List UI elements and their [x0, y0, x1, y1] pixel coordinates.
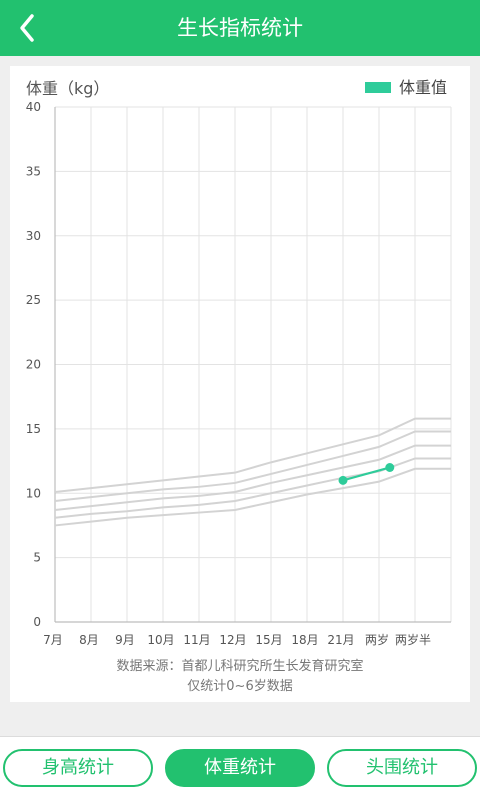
reference-curve — [54, 444, 451, 511]
x-tick-label: 8月 — [79, 633, 99, 647]
x-tick-label: 9月 — [115, 633, 135, 647]
reference-curve — [54, 467, 451, 527]
x-tick-label: 7月 — [43, 633, 63, 647]
x-tick-label: 21月 — [327, 633, 354, 647]
y-tick-label: 5 — [33, 551, 41, 565]
x-tick-label: 两岁 — [365, 632, 389, 647]
bottom-tab-bar: 身高统计 体重统计 头围统计 — [0, 737, 480, 800]
reference-curve — [54, 430, 451, 502]
y-tick-label: 0 — [33, 615, 41, 629]
back-button[interactable] — [10, 8, 50, 48]
x-tick-label: 两岁半 — [395, 632, 431, 647]
reference-curve — [54, 417, 451, 493]
x-tick-label: 12月 — [219, 633, 246, 647]
weight-data-point — [338, 475, 348, 485]
tab-head-circumference-stats[interactable]: 头围统计 — [327, 749, 477, 787]
y-tick-label: 40 — [26, 100, 41, 114]
y-tick-label: 10 — [26, 486, 41, 500]
legend-label: 体重值 — [399, 78, 447, 97]
tab-weight-stats[interactable]: 体重统计 — [165, 749, 315, 787]
weight-series-line — [342, 466, 391, 482]
y-tick-label: 25 — [26, 293, 41, 307]
top-bar: 生长指标统计 — [0, 0, 480, 56]
y-tick-label: 30 — [26, 229, 41, 243]
x-tick-label: 15月 — [255, 633, 282, 647]
x-tick-label: 18月 — [291, 633, 318, 647]
y-tick-label: 20 — [26, 358, 41, 372]
y-tick-label: 15 — [26, 422, 41, 436]
legend-swatch — [365, 82, 391, 93]
data-source-text: 数据来源：首都儿科研究所生长发育研究室 — [116, 659, 364, 674]
weight-data-point — [385, 463, 395, 472]
weight-chart: 0 5 10 15 20 25 30 35 40 7月 8月 9月 10月 11月 12月 15月 18月 21月… — [26, 78, 452, 647]
page-title: 生长指标统计 — [177, 16, 303, 40]
y-axis-title: 体重（kg） — [26, 79, 109, 98]
x-tick-label: 10月 — [147, 633, 174, 647]
chart-card: 0 5 10 15 20 25 30 35 40 7月 8月 9月 10月 11月 12月 15月 18月 21月… — [10, 66, 470, 702]
bottom-divider — [0, 736, 480, 737]
x-tick-label: 11月 — [183, 633, 210, 647]
y-tick-label: 35 — [26, 164, 41, 178]
data-scope-text: 仅统计0~6岁数据 — [187, 679, 293, 694]
chevron-left-icon — [20, 14, 34, 42]
tab-height-stats[interactable]: 身高统计 — [3, 749, 153, 787]
